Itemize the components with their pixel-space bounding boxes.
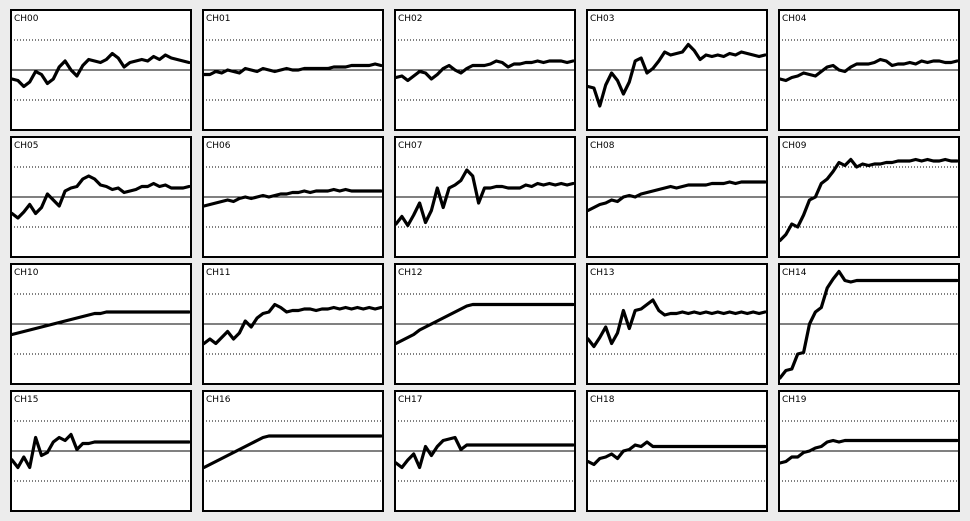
panel-label: CH03	[590, 14, 615, 24]
series-line-ch04	[778, 57, 959, 83]
series-line-ch05	[10, 174, 191, 220]
chart-panel-ch04: CH04	[778, 9, 960, 131]
series-line-ch15	[10, 432, 191, 470]
chart-panel-ch13: CH13	[586, 263, 768, 385]
chart-panel-ch17: CH17	[394, 390, 576, 512]
panel-label: CH07	[398, 141, 423, 151]
series-line-ch03	[586, 42, 767, 108]
panel-label: CH15	[14, 395, 39, 405]
series-line-ch13	[586, 298, 767, 349]
panel-label: CH18	[590, 395, 615, 405]
series-line-ch17	[394, 435, 575, 470]
chart-panel-ch01: CH01	[202, 9, 384, 131]
panel-label: CH06	[206, 141, 231, 151]
series-line-ch09	[778, 157, 959, 243]
series-line-ch12	[394, 302, 575, 346]
chart-panel-ch08: CH08	[586, 136, 768, 258]
chart-panel-ch19: CH19	[778, 390, 960, 512]
series-line-ch16	[202, 434, 383, 470]
chart-panel-ch15: CH15	[10, 390, 192, 512]
panel-label: CH14	[782, 268, 807, 278]
chart-panel-ch00: CH00	[10, 9, 192, 131]
chart-panel-ch12: CH12	[394, 263, 576, 385]
panel-label: CH02	[398, 14, 423, 24]
panel-label: CH13	[590, 268, 615, 278]
chart-panel-ch09: CH09	[778, 136, 960, 258]
chart-panel-ch16: CH16	[202, 390, 384, 512]
chart-panel-ch18: CH18	[586, 390, 768, 512]
series-line-ch08	[586, 180, 767, 213]
series-line-ch19	[778, 438, 959, 465]
panel-label: CH01	[206, 14, 231, 24]
panel-label: CH12	[398, 268, 423, 278]
panel-label: CH16	[206, 395, 231, 405]
series-line-ch02	[394, 59, 575, 83]
series-line-ch14	[778, 269, 959, 380]
panel-label: CH10	[14, 268, 39, 278]
series-line-ch11	[202, 302, 383, 346]
panel-label: CH00	[14, 14, 39, 24]
chart-panel-ch10: CH10	[10, 263, 192, 385]
panel-label: CH19	[782, 395, 807, 405]
chart-panel-ch07: CH07	[394, 136, 576, 258]
chart-panel-ch02: CH02	[394, 9, 576, 131]
chart-panel-ch05: CH05	[10, 136, 192, 258]
chart-panel-ch11: CH11	[202, 263, 384, 385]
panel-label: CH04	[782, 14, 807, 24]
series-line-ch00	[10, 51, 191, 89]
chart-panel-ch06: CH06	[202, 136, 384, 258]
series-line-ch01	[202, 62, 383, 77]
panel-label: CH17	[398, 395, 423, 405]
chart-panel-ch14: CH14	[778, 263, 960, 385]
series-line-ch18	[586, 440, 767, 467]
panel-label: CH05	[14, 141, 39, 151]
series-line-ch10	[10, 310, 191, 337]
series-line-ch06	[202, 187, 383, 208]
series-line-ch07	[394, 168, 575, 228]
panel-label: CH08	[590, 141, 615, 151]
chart-panel-ch03: CH03	[586, 9, 768, 131]
panel-label: CH11	[206, 268, 231, 278]
panel-label: CH09	[782, 141, 807, 151]
